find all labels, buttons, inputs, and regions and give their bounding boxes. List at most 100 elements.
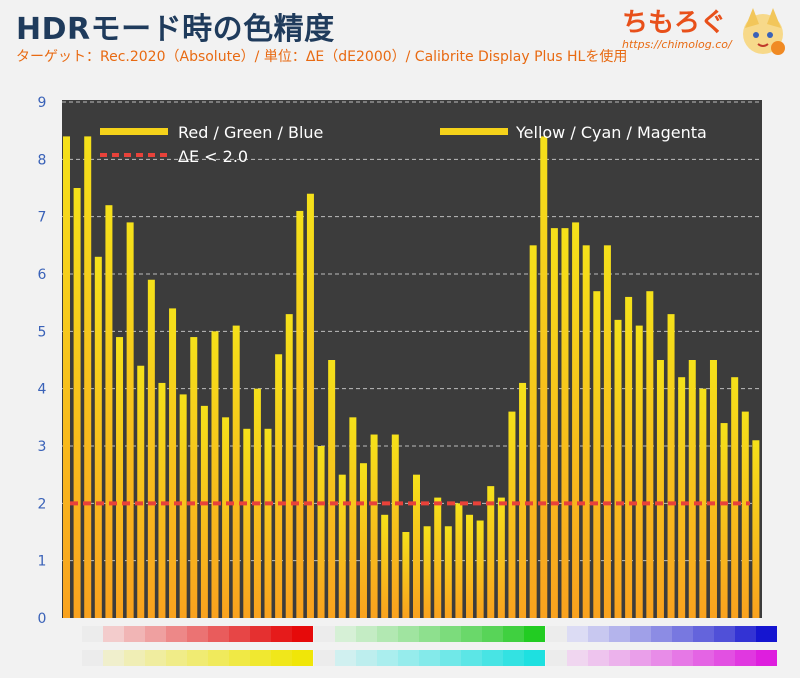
y-tick-label: 2 (38, 496, 47, 512)
color-swatch (377, 626, 398, 642)
color-swatch (314, 626, 335, 642)
color-swatch (672, 626, 693, 642)
bar (656, 360, 664, 618)
bar (614, 319, 622, 618)
bar (211, 331, 219, 618)
bar (699, 388, 707, 618)
bar (116, 337, 124, 618)
color-swatch (124, 650, 145, 666)
color-swatch (609, 626, 630, 642)
color-swatch (546, 650, 567, 666)
bar (264, 428, 272, 618)
bar (667, 314, 675, 618)
legend-label-rgb: Red / Green / Blue (178, 123, 323, 142)
color-swatch (166, 650, 187, 666)
color-swatch (735, 650, 756, 666)
color-swatch (588, 626, 609, 642)
bar (296, 210, 304, 618)
y-tick-label: 7 (38, 210, 47, 226)
color-swatch (187, 626, 208, 642)
bar (349, 417, 357, 618)
color-swatch (103, 650, 124, 666)
legend-label-threshold: ΔE < 2.0 (178, 147, 248, 166)
y-tick-label: 1 (38, 554, 47, 570)
bar (232, 325, 240, 618)
bar (561, 228, 569, 618)
color-swatch (440, 650, 461, 666)
y-tick-label: 9 (38, 95, 47, 111)
color-swatch (714, 626, 735, 642)
color-swatch (609, 650, 630, 666)
bar (73, 188, 81, 618)
bar (402, 532, 410, 618)
bar (338, 474, 346, 618)
color-swatch (756, 626, 777, 642)
chart-title: HDRモード時の色精度 (16, 12, 335, 47)
bar (317, 446, 325, 618)
color-swatch (250, 650, 271, 666)
bar (126, 222, 134, 618)
color-swatch (292, 626, 313, 642)
color-swatch (651, 650, 672, 666)
y-axis-ticks: 0 1 2 3 4 5 6 7 8 9 (38, 95, 47, 627)
color-swatch (693, 626, 714, 642)
color-swatch (166, 626, 187, 642)
bar (519, 382, 527, 618)
color-swatch (651, 626, 672, 642)
y-tick-label: 4 (38, 382, 47, 398)
bar (582, 245, 590, 618)
color-swatch (82, 626, 103, 642)
bar (625, 296, 633, 618)
color-swatch (567, 626, 588, 642)
bar (455, 503, 463, 618)
color-swatch (714, 650, 735, 666)
color-swatch (208, 650, 229, 666)
color-swatch (524, 626, 545, 642)
y-tick-label: 0 (38, 611, 47, 627)
color-swatch (630, 626, 651, 642)
bar (275, 354, 283, 618)
y-tick-label: 3 (38, 439, 47, 455)
mascot-icon (743, 8, 785, 55)
color-swatch (588, 650, 609, 666)
color-swatch (271, 650, 292, 666)
bar (306, 193, 314, 619)
bar (200, 405, 208, 618)
bar (147, 279, 155, 618)
color-swatch (419, 626, 440, 642)
bar (63, 136, 70, 618)
color-swatch (398, 626, 419, 642)
color-swatch (461, 650, 482, 666)
bar (285, 314, 293, 618)
bar (169, 308, 177, 618)
bar (434, 497, 442, 618)
bar (752, 440, 760, 618)
color-swatch (335, 650, 356, 666)
color-swatch (461, 626, 482, 642)
bar (190, 337, 198, 618)
bar (603, 245, 611, 618)
color-swatch (440, 626, 461, 642)
color-swatch (145, 650, 166, 666)
bar (381, 514, 389, 618)
bar (94, 256, 102, 618)
legend: Red / Green / Blue Yellow / Cyan / Magen… (100, 123, 707, 166)
color-swatch (377, 650, 398, 666)
legend-swatch-ycm (440, 128, 508, 135)
color-swatch (292, 650, 313, 666)
color-swatch (250, 626, 271, 642)
color-swatch (271, 626, 292, 642)
bar (550, 228, 558, 618)
brand-url: https://chimolog.co/ (622, 38, 732, 51)
bar (741, 411, 749, 618)
color-swatch (124, 626, 145, 642)
bar (158, 382, 166, 618)
color-swatch (693, 650, 714, 666)
y-tick-label: 8 (38, 152, 47, 168)
color-swatch (103, 626, 124, 642)
legend-swatch-rgb (100, 128, 168, 135)
bar (678, 377, 686, 618)
legend-label-ycm: Yellow / Cyan / Magenta (515, 123, 707, 142)
bar (635, 325, 643, 618)
